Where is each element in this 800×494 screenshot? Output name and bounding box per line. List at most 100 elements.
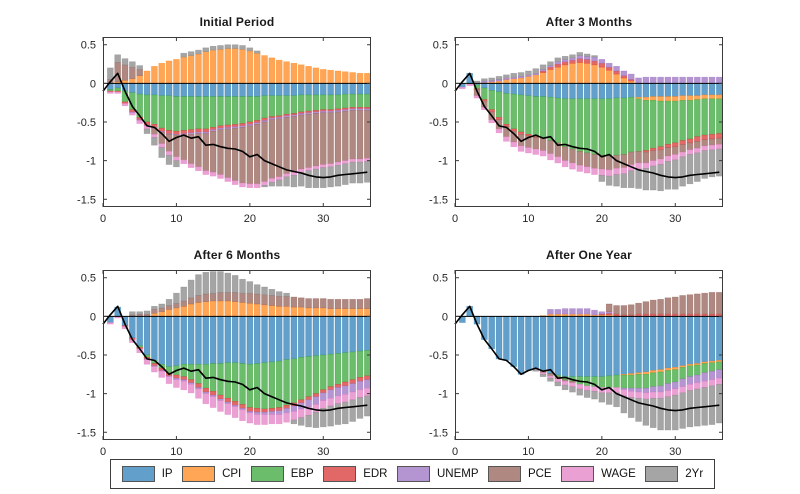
- bar-segment-EDR: [173, 130, 180, 135]
- bar-segment-PCE: [305, 113, 312, 168]
- bar-segment-EBP: [657, 371, 664, 387]
- bar-segment-IP: [209, 83, 217, 97]
- bar-segment-WAGE: [275, 176, 283, 181]
- bar-segment-CPI: [305, 307, 312, 317]
- bar-segment-WAGE: [107, 322, 114, 325]
- bar-segment-2Yr: [268, 289, 276, 296]
- bar-segment-PCE: [136, 69, 143, 76]
- bar-segment-CPI: [657, 96, 664, 102]
- bar-segment-CPI: [173, 59, 180, 84]
- bar-segment-IP: [547, 83, 554, 98]
- bar-segment-2Yr: [650, 165, 657, 191]
- bar-segment-2Yr: [613, 174, 620, 187]
- bar-segment-EBP: [635, 98, 642, 152]
- bar-segment-EBP: [679, 100, 686, 141]
- bar-segment-EDR: [312, 393, 320, 398]
- y-tick-label: 0: [90, 78, 96, 90]
- bar-segment-UNEMP: [327, 389, 334, 399]
- plot-area-after-6-months: 0 10 20 30 0.5 0 -0.5 -1 -1.5: [77, 270, 371, 458]
- bar-segment-UNEMP: [356, 380, 364, 391]
- bar-segment-WAGE: [576, 384, 584, 390]
- bar-segment-EBP: [686, 365, 694, 377]
- bar-segment-EBP: [320, 94, 327, 110]
- bar-segment-WAGE: [716, 144, 723, 150]
- bar-segment-IP: [488, 83, 495, 91]
- legend-swatch-2Yr: [645, 466, 679, 482]
- bar-segment-CPI: [349, 72, 356, 84]
- bar-segment-CPI: [598, 66, 606, 84]
- axes-group: 0 10 20 30 0.5 0 -0.5 -1 -1.5: [429, 270, 723, 458]
- bar-segment-EDR: [694, 136, 701, 142]
- bar-segment-EDR: [583, 59, 591, 64]
- bar-segment-UNEMP: [679, 76, 686, 84]
- bar-segment-CPI: [364, 308, 371, 317]
- bar-segment-EBP: [708, 362, 716, 372]
- bar-segment-CPI: [576, 62, 584, 84]
- bar-segment-UNEMP: [716, 76, 723, 84]
- bar-segment-EBP: [532, 96, 540, 137]
- y-tick-label: -1.5: [429, 194, 448, 206]
- bar-segment-WAGE: [290, 411, 298, 421]
- bar-segment-CPI: [283, 61, 290, 84]
- y-tick-label: -1: [438, 389, 448, 401]
- bar-segment-IP: [246, 83, 254, 97]
- bar-segment-2Yr: [554, 381, 562, 387]
- bar-segment-IP: [488, 316, 495, 350]
- bar-segment-EBP: [239, 96, 246, 124]
- plot-area-after-3-months: 0 10 20 30 0.5 0 -0.5 -1 -1.5: [429, 37, 723, 225]
- bar-segment-CPI: [642, 96, 650, 101]
- bar-segment-WAGE: [129, 112, 136, 116]
- bar-segment-EBP: [349, 93, 356, 108]
- bar-segment-EBP: [517, 94, 525, 133]
- x-tick-label: 10: [170, 213, 182, 225]
- bar-segment-WAGE: [554, 378, 562, 383]
- legend-swatch-PCE: [487, 466, 521, 482]
- bar-segment-EBP: [547, 96, 554, 141]
- bar-segment-PCE: [349, 110, 356, 160]
- y-tick-label: -1: [438, 156, 448, 168]
- bar-segment-CPI: [650, 370, 657, 374]
- bar-segment-2Yr: [569, 54, 576, 59]
- bar-segment-IP: [165, 316, 173, 367]
- bar-segment-CPI: [165, 60, 173, 84]
- legend-item-EBP: EBP: [250, 466, 314, 482]
- bar-segment-2Yr: [275, 291, 283, 297]
- bar-segment-UNEMP: [613, 66, 620, 72]
- bar-segment-EBP: [195, 363, 202, 384]
- bar-segment-2Yr: [187, 51, 195, 56]
- bar-segment-2Yr: [246, 47, 254, 52]
- bar-segment-EDR: [246, 407, 254, 412]
- bar-segment-IP: [202, 83, 210, 97]
- bar-segment-EBP: [312, 355, 320, 394]
- bar-segment-EDR: [231, 401, 239, 406]
- bar-segment-CPI: [202, 301, 210, 317]
- bar-segment-CPI: [503, 79, 510, 84]
- bar-segment-EBP: [334, 353, 342, 385]
- bar-segment-IP: [627, 83, 635, 98]
- bar-segment-2Yr: [708, 149, 716, 178]
- bar-segment-WAGE: [664, 390, 672, 398]
- subplot-title-initial-period: Initial Period: [199, 15, 275, 29]
- bar-segment-EDR: [224, 397, 232, 403]
- bar-segment-PCE: [605, 303, 613, 313]
- plot-area-after-one-year: 0 10 20 30 0.5 0 -0.5 -1 -1.5: [429, 270, 723, 458]
- bar-segment-2Yr: [620, 173, 628, 188]
- bar-segment-WAGE: [517, 145, 525, 152]
- bar-segment-EBP: [642, 100, 650, 151]
- bar-segment-WAGE: [349, 158, 356, 163]
- bar-segment-2Yr: [180, 52, 188, 58]
- bar-segment-CPI: [151, 66, 158, 84]
- bar-segment-IP: [591, 316, 598, 377]
- bar-segment-WAGE: [525, 147, 532, 154]
- bar-segment-CPI: [650, 96, 657, 101]
- bar-segment-WAGE: [151, 366, 158, 373]
- bar-segment-CPI: [290, 62, 298, 84]
- x-tick-label: 20: [596, 446, 608, 458]
- bar-segment-PCE: [672, 296, 679, 315]
- bar-segment-2Yr: [583, 53, 591, 57]
- bar-segment-2Yr: [672, 159, 679, 190]
- bar-segment-IP: [635, 316, 642, 374]
- bar-segment-EDR: [650, 147, 657, 151]
- bar-segment-EBP: [627, 374, 635, 389]
- bar-segment-IP: [239, 83, 246, 97]
